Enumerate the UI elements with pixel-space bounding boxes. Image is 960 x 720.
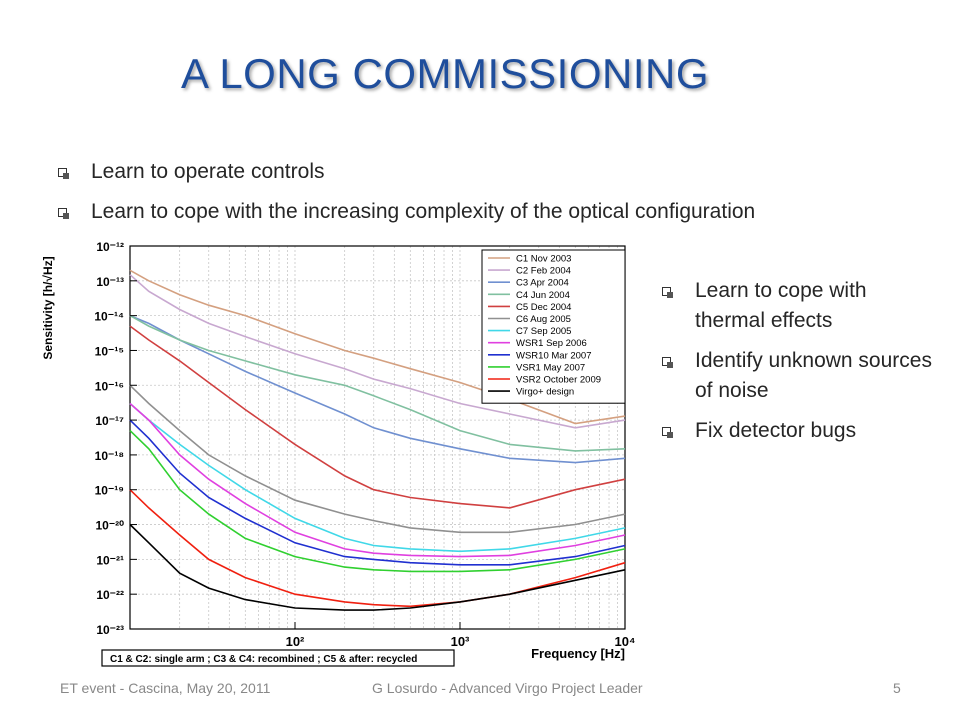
annotation-text: C1 & C2: single arm ; C3 & C4: recombine… xyxy=(110,654,417,665)
slide-number: 5 xyxy=(893,680,901,696)
series-line xyxy=(129,325,626,509)
y-tick-label: 10⁻¹² xyxy=(96,240,124,254)
bullet-text: Identify unknown sources of noise xyxy=(695,349,932,402)
plot-frame xyxy=(129,245,626,630)
top-bullet-list: Learn to operate controls Learn to cope … xyxy=(58,152,918,232)
y-tick-label: 10⁻¹⁹ xyxy=(95,484,124,498)
bullet-item: Learn to cope with thermal effects xyxy=(662,276,932,336)
footer-event: ET event - Cascina, May 20, 2011 xyxy=(60,680,271,696)
legend-label: VSR1 May 2007 xyxy=(516,362,585,373)
series-line xyxy=(129,274,626,429)
x-tick-label: 10² xyxy=(286,634,305,649)
checkbox-bullet-icon xyxy=(58,207,69,219)
legend-label: C3 Apr 2004 xyxy=(516,278,569,289)
x-tick-label: 10³ xyxy=(451,634,470,649)
legend-label: C7 Sep 2005 xyxy=(516,326,571,337)
checkbox-bullet-icon xyxy=(58,167,69,179)
series-line xyxy=(129,419,626,566)
legend-label: C2 Feb 2004 xyxy=(516,266,571,277)
bullet-text: Learn to cope with thermal effects xyxy=(695,279,867,332)
bullet-item: Identify unknown sources of noise xyxy=(662,346,932,406)
legend-label: C4 Jun 2004 xyxy=(516,290,570,301)
bullet-item: Learn to operate controls xyxy=(58,152,918,192)
series-line xyxy=(129,384,626,534)
x-tick-label: 10⁴ xyxy=(615,634,636,649)
y-tick-label: 10⁻²⁰ xyxy=(96,519,125,533)
slide-title: A LONG COMMISSIONING xyxy=(180,50,710,97)
y-tick-label: 10⁻¹⁷ xyxy=(95,414,124,428)
legend-label: Virgo+ design xyxy=(516,387,574,398)
annotation-box xyxy=(101,649,455,667)
bullet-text: Fix detector bugs xyxy=(695,419,857,442)
series-layer xyxy=(129,269,626,611)
y-tick-label: 10⁻¹⁶ xyxy=(95,379,124,393)
bullet-text: Learn to cope with the increasing comple… xyxy=(91,200,756,223)
series-line xyxy=(129,430,626,573)
y-tick-label: 10⁻¹⁴ xyxy=(94,310,124,324)
y-tick-label: 10⁻²³ xyxy=(96,623,124,637)
bullet-item: Fix detector bugs xyxy=(662,416,932,446)
y-tick-label: 10⁻¹⁵ xyxy=(95,344,124,358)
legend-label: WSR1 Sep 2006 xyxy=(516,338,587,349)
footer-author: G Losurdo - Advanced Virgo Project Leade… xyxy=(372,680,643,696)
checkbox-bullet-icon xyxy=(662,357,673,368)
sensitivity-chart: 10⁻¹² 10⁻¹³ 10⁻¹⁴ 10⁻¹⁵ 10⁻¹⁶ 10⁻¹⁷ 10⁻¹⁸ 10⁻¹⁹… xyxy=(30,238,640,670)
legend-label: C5 Dec 2004 xyxy=(516,302,571,313)
chart-annotation: C1 & C2: single arm ; C3 & C4: recombine… xyxy=(101,649,455,667)
series-line xyxy=(129,314,626,452)
legend-label: WSR10 Mar 2007 xyxy=(516,350,592,361)
y-tick-label: 10⁻²² xyxy=(96,588,124,602)
y-axis-label: Sensitivity [h/√Hz] xyxy=(41,256,55,359)
legend-box xyxy=(481,249,626,404)
bullet-text: Learn to operate controls xyxy=(91,160,325,183)
legend-label: VSR2 October 2009 xyxy=(516,375,601,386)
series-line xyxy=(129,402,626,558)
y-tick-label: 10⁻²¹ xyxy=(96,553,124,567)
axis-layer: 10⁻¹² 10⁻¹³ 10⁻¹⁴ 10⁻¹⁵ 10⁻¹⁶ 10⁻¹⁷ 10⁻¹⁸ 10⁻¹⁹… xyxy=(41,240,635,661)
bullet-item: Learn to cope with the increasing comple… xyxy=(58,192,918,232)
right-bullet-list: Learn to cope with thermal effects Ident… xyxy=(662,276,932,456)
x-axis-label: Frequency [Hz] xyxy=(531,646,625,661)
checkbox-bullet-icon xyxy=(662,287,673,298)
legend-label: C1 Nov 2003 xyxy=(516,254,571,265)
y-tick-label: 10⁻¹³ xyxy=(96,275,124,289)
series-line xyxy=(129,402,626,553)
checkbox-bullet-icon xyxy=(662,427,673,438)
series-line xyxy=(129,523,626,611)
y-tick-label: 10⁻¹⁸ xyxy=(95,449,124,463)
legend-label: C6 Aug 2005 xyxy=(516,314,571,325)
